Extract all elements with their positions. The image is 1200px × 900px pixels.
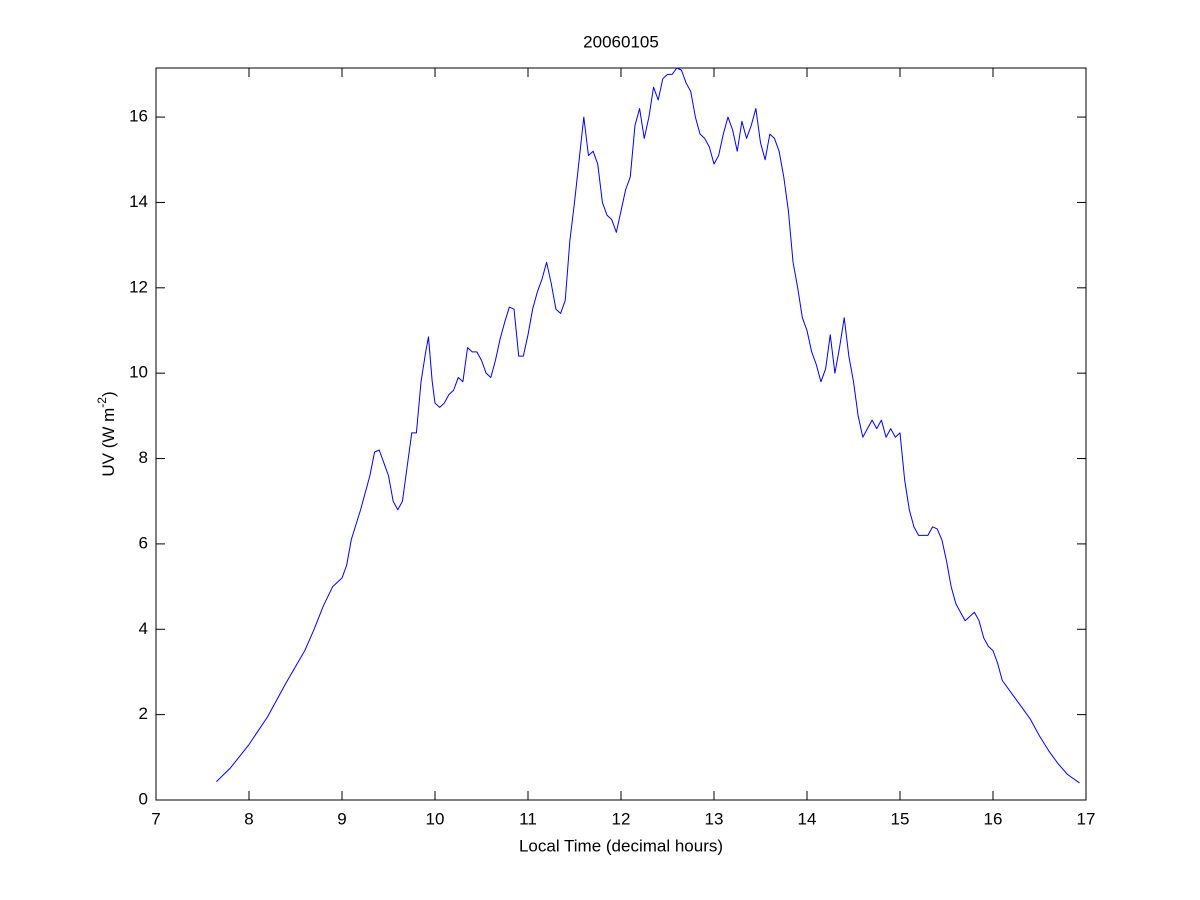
y-tick-label: 14 — [129, 192, 148, 211]
y-tick-label: 10 — [129, 363, 148, 382]
y-tick-label: 12 — [129, 277, 148, 296]
y-tick-label: 0 — [139, 789, 148, 808]
x-tick-label: 13 — [705, 809, 724, 828]
y-tick-label: 8 — [139, 448, 148, 467]
x-tick-label: 9 — [337, 809, 346, 828]
y-axis-label-superscript: -2 — [95, 397, 109, 408]
y-axis-label: UV (W m-2) — [95, 391, 118, 476]
y-tick-label: 6 — [139, 533, 148, 552]
y-tick-label: 4 — [139, 619, 148, 638]
data-line — [216, 67, 1080, 784]
x-tick-label: 16 — [984, 809, 1003, 828]
x-tick-label: 15 — [891, 809, 910, 828]
y-tick-label: 2 — [139, 704, 148, 723]
x-tick-label: 12 — [612, 809, 631, 828]
x-tick-label: 17 — [1077, 809, 1096, 828]
x-axis-label: Local Time (decimal hours) — [519, 836, 723, 855]
chart-title: 20060105 — [583, 32, 659, 51]
x-tick-label: 11 — [519, 809, 537, 828]
x-tick-label: 10 — [426, 809, 445, 828]
y-axis-label-text: UV (W m — [99, 408, 118, 477]
y-tick-label: 16 — [129, 107, 148, 126]
x-tick-label: 14 — [798, 809, 817, 828]
x-tick-label: 8 — [244, 809, 253, 828]
y-axis-label-suffix: ) — [99, 391, 118, 397]
x-tick-label: 7 — [151, 809, 160, 828]
